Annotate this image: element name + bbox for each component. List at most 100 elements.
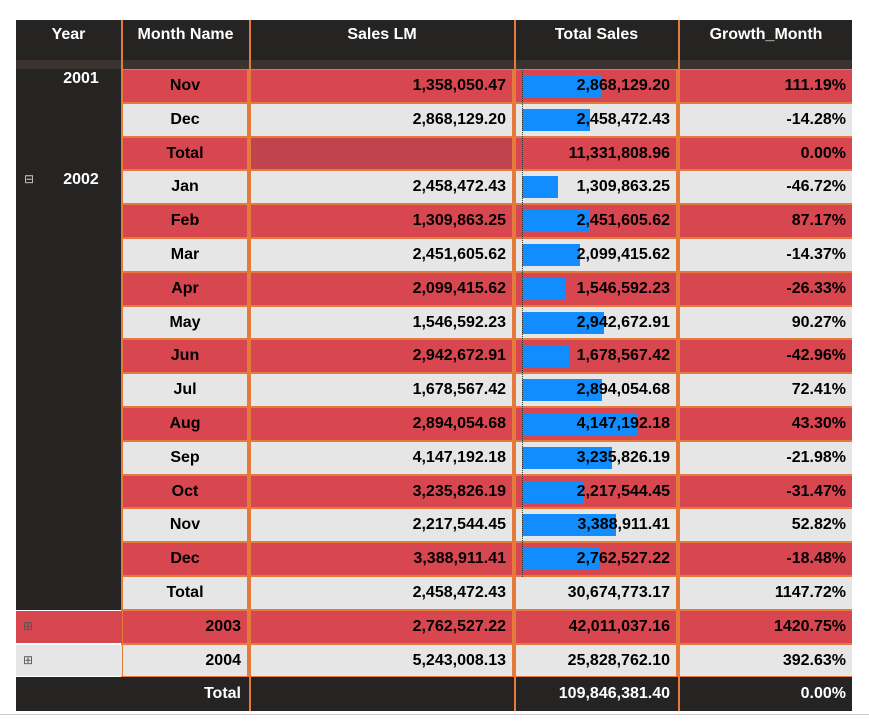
bar-axis [522, 65, 523, 577]
sales-lm-cell: 5,243,008.13 [251, 644, 512, 677]
year-label: 2001 [63, 70, 99, 87]
total-divider [678, 677, 680, 712]
total-sales-cell: 2,868,129.20 [516, 70, 676, 102]
month-cell: Feb [123, 205, 247, 237]
header-bg [16, 20, 852, 60]
total-sales-cell: 3,388,911.41 [516, 509, 676, 542]
growth-cell: -31.47% [680, 475, 852, 508]
cell-text: 2,868,129.20 [576, 77, 670, 94]
total-sales-cell: 2,458,472.43 [516, 103, 676, 136]
total-sales-cell: 2,217,544.45 [516, 475, 676, 508]
year-cell: ⊞ [16, 644, 122, 677]
grand-total-label: Total [123, 678, 247, 711]
month-cell: Jul [123, 374, 247, 406]
growth-cell: 1420.75% [680, 610, 852, 643]
total-divider [249, 677, 251, 712]
growth-cell: 1147.72% [680, 577, 852, 609]
expand-icon: ⊞ [23, 652, 34, 667]
month-cell: Oct [123, 475, 247, 508]
growth-cell: 90.27% [680, 306, 852, 339]
total-sales-cell: 25,828,762.10 [516, 644, 676, 677]
year-cell: 2002 ⊟ [16, 170, 121, 610]
collapse-icon: ⊟ [24, 172, 35, 187]
cell-text: 2,217,544.45 [576, 482, 670, 500]
month-cell: Jan [123, 171, 247, 204]
sales-lm-cell: 2,762,527.22 [251, 610, 512, 643]
total-sales-cell: 30,674,773.17 [516, 577, 676, 609]
sales-lm-cell: 2,942,672.91 [251, 340, 512, 373]
total-sales-cell: 1,678,567.42 [516, 340, 676, 373]
growth-cell: 72.41% [680, 374, 852, 406]
year-label: 2002 [63, 171, 99, 189]
sales-lm-cell: 2,451,605.62 [251, 239, 512, 271]
total-sales-cell: 4,147,192.18 [516, 408, 676, 440]
month-cell: Apr [123, 272, 247, 305]
month-cell: May [123, 306, 247, 339]
growth-cell: 392.63% [680, 644, 852, 677]
column-header: Sales LM [347, 26, 417, 43]
total-sales-cell: 2,942,672.91 [516, 306, 676, 339]
growth-cell: -18.48% [680, 543, 852, 575]
year-cell: ⊞ [16, 610, 122, 643]
sales-lm-cell: 2,894,054.68 [251, 408, 512, 440]
cell-text: 2,762,527.22 [576, 550, 670, 568]
total-label-cell: Total [123, 577, 247, 609]
data-bar [522, 244, 581, 266]
growth-cell: -26.33% [680, 272, 852, 305]
month-cell: Nov [123, 509, 247, 542]
sales-lm-cell: 2,458,472.43 [251, 577, 512, 609]
growth-cell: 0.00% [680, 137, 852, 170]
sales-lm-cell: 1,546,592.23 [251, 306, 512, 339]
month-cell: Sep [123, 441, 247, 474]
data-bar [522, 379, 603, 402]
column-header: Year [51, 26, 86, 43]
month-cell: Dec [123, 103, 247, 136]
header-divider [249, 20, 251, 69]
cell-text: 3,235,826.19 [576, 448, 670, 466]
data-bar [522, 210, 590, 233]
growth-cell: -14.37% [680, 239, 852, 271]
data-bar [522, 413, 637, 435]
month-cell: Aug [123, 408, 247, 440]
growth-cell: 87.17% [680, 205, 852, 237]
column-header: Growth_Month [709, 26, 823, 43]
cell-text: 1,309,863.25 [576, 178, 670, 196]
month-cell: Nov [123, 70, 247, 102]
cell-text: 2,458,472.43 [576, 110, 670, 128]
column-header: Total Sales [554, 26, 639, 43]
data-bar [522, 311, 604, 334]
sales-lm-cell: 4,147,192.18 [251, 441, 512, 474]
cell-text: 2,099,415.62 [576, 246, 670, 263]
growth-cell: 43.30% [680, 408, 852, 440]
year-label: 2003 [123, 610, 247, 643]
header-divider [514, 20, 516, 69]
cell-text: 2,894,054.68 [576, 381, 670, 399]
data-bar [522, 75, 602, 97]
growth-cell: -21.98% [680, 441, 852, 474]
expand-icon: ⊞ [23, 618, 34, 633]
total-sales-cell: 2,451,605.62 [516, 205, 676, 237]
total-label-cell: Total [123, 137, 247, 170]
growth-cell: -14.28% [680, 103, 852, 136]
sales-lm-cell: 2,868,129.20 [251, 103, 512, 136]
total-sales-cell: 42,011,037.16 [516, 610, 676, 643]
sales-lm-cell: 2,217,544.45 [251, 509, 512, 542]
total-sales-cell: 2,099,415.62 [516, 239, 676, 271]
sales-lm-cell: 1,309,863.25 [251, 205, 512, 237]
bottom-border [0, 714, 869, 715]
sales-lm-cell: 3,388,911.41 [251, 543, 512, 575]
sales-lm-cell: 1,678,567.42 [251, 374, 512, 406]
header-divider [678, 20, 680, 69]
month-cell: Mar [123, 239, 247, 271]
data-bar [522, 548, 599, 571]
total-sales-cell: 2,762,527.22 [516, 543, 676, 575]
column-header: Month Name [137, 26, 234, 43]
year-cell: 2001 [16, 69, 121, 171]
month-cell: Dec [123, 543, 247, 575]
total-divider [514, 677, 516, 712]
cell-text: 3,388,911.41 [577, 516, 670, 534]
header-gap [16, 60, 852, 69]
growth-cell: 0.00% [680, 678, 852, 711]
grid-backdrop [121, 69, 852, 678]
